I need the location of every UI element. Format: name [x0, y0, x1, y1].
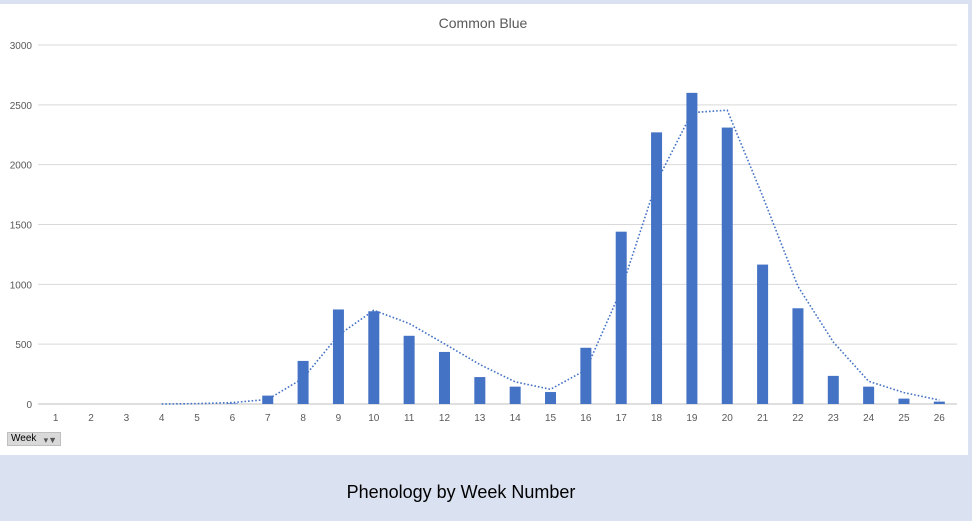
x-tick-label: 15 — [545, 413, 557, 424]
x-tick-label: 20 — [722, 413, 734, 424]
x-tick-label: 8 — [300, 413, 306, 424]
bar-week-16 — [580, 347, 592, 404]
y-tick-label: 1500 — [10, 221, 33, 232]
trendline — [161, 109, 940, 405]
y-tick-label: 500 — [15, 340, 32, 351]
x-tick-label: 10 — [368, 413, 380, 424]
x-tick-label: 16 — [580, 413, 592, 424]
x-tick-label: 3 — [124, 413, 130, 424]
bar-week-18 — [651, 132, 663, 404]
x-tick-label: 7 — [265, 413, 271, 424]
x-tick-label: 26 — [934, 413, 946, 424]
y-tick-label: 2500 — [10, 101, 33, 112]
x-tick-label: 4 — [159, 413, 165, 424]
bar-week-9 — [332, 309, 344, 404]
x-tick-label: 24 — [863, 413, 875, 424]
x-tick-label: 6 — [230, 413, 236, 424]
bar-week-19 — [686, 92, 698, 404]
bar-week-20 — [721, 127, 733, 404]
x-tick-label: 17 — [616, 413, 628, 424]
bar-week-23 — [827, 375, 839, 404]
x-tick-label: 23 — [828, 413, 840, 424]
x-tick-label: 2 — [88, 413, 94, 424]
caption: Phenology by Week Number — [346, 482, 576, 502]
bar-week-13 — [474, 377, 486, 404]
bar-week-17 — [615, 231, 627, 404]
x-axis-ticks: 1 2 3 4 5 6 7 8 9 10 11 12 13 14 15 16 17 18 19 20 21 22 23 24 2… — [53, 413, 945, 424]
bar-week-24 — [863, 386, 875, 404]
bar-week-6 — [226, 403, 238, 404]
chart-title: Common Blue — [439, 15, 528, 31]
x-tick-label: 13 — [474, 413, 486, 424]
bar-week-7 — [262, 395, 274, 404]
y-axis-ticks: 0 500 1000 1500 2000 2500 3000 — [10, 41, 33, 411]
filter-dropdown-icon: ▾▼ — [43, 435, 57, 445]
y-tick-label: 2000 — [10, 161, 33, 172]
bar-week-22 — [792, 308, 804, 404]
bar-week-10 — [368, 311, 380, 404]
bar-week-12 — [438, 351, 450, 404]
x-tick-label: 19 — [686, 413, 698, 424]
x-tick-label: 18 — [651, 413, 663, 424]
bar-week-8 — [297, 360, 309, 404]
x-tick-label: 11 — [404, 413, 415, 424]
y-tick-label: 1000 — [10, 280, 33, 291]
week-filter-label: Week — [11, 433, 37, 444]
bar-week-21 — [757, 264, 769, 404]
bar-week-11 — [403, 335, 415, 404]
trendline-layer — [161, 109, 940, 405]
week-filter-button[interactable]: Week ▾▼ — [7, 432, 61, 446]
bar-week-15 — [545, 392, 557, 404]
y-tick-label: 0 — [26, 400, 32, 411]
x-tick-label: 14 — [510, 413, 522, 424]
x-tick-label: 12 — [439, 413, 451, 424]
bar-week-25 — [898, 398, 910, 404]
x-tick-label: 22 — [792, 413, 804, 424]
x-tick-label: 5 — [194, 413, 200, 424]
bar-week-14 — [509, 386, 521, 404]
x-tick-label: 1 — [53, 413, 59, 424]
x-tick-label: 9 — [336, 413, 342, 424]
bar-week-26 — [933, 401, 945, 404]
y-tick-label: 3000 — [10, 41, 33, 52]
x-tick-label: 21 — [757, 413, 769, 424]
x-tick-label: 25 — [898, 413, 910, 424]
gridlines — [38, 44, 957, 405]
bars — [226, 92, 945, 404]
